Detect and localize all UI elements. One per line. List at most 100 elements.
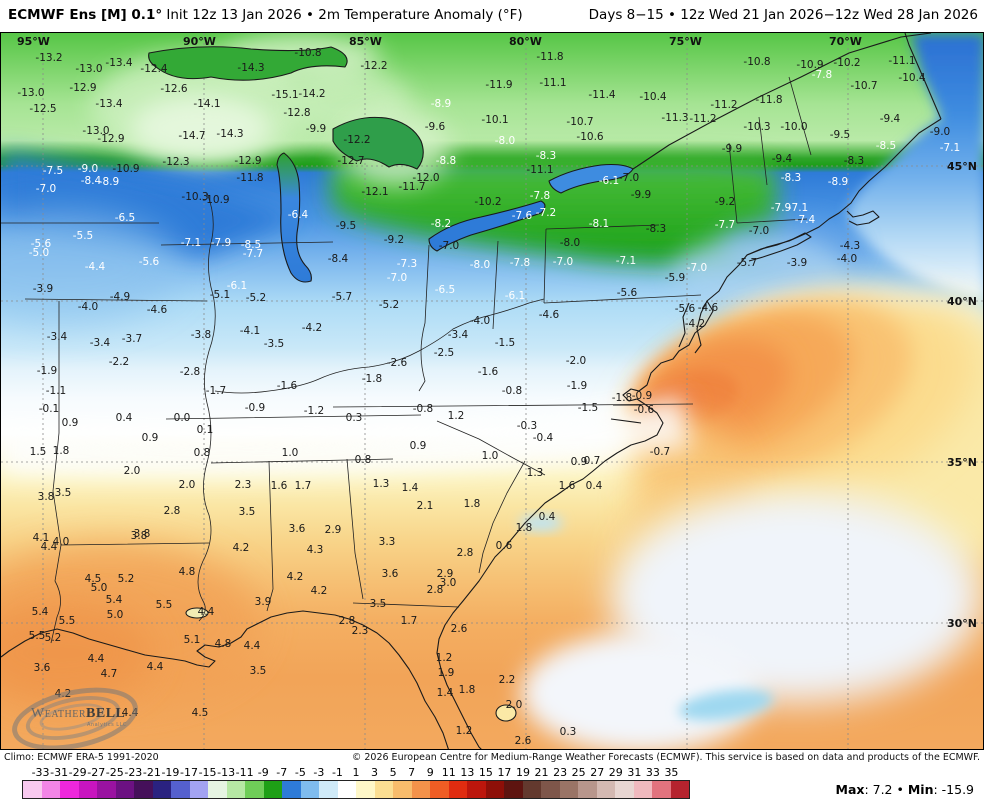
map-value-label: 4.4 xyxy=(146,661,164,673)
colorbar-cell xyxy=(504,781,523,798)
lake-erie xyxy=(428,200,546,252)
model-name: ECMWF Ens [M] 0.1° xyxy=(8,7,163,23)
map-value-label: -4.6 xyxy=(146,304,168,316)
map-value-label: -4.2 xyxy=(684,318,706,330)
map-value-label: 1.8 xyxy=(515,522,533,534)
colorbar-tick-label: 35 xyxy=(664,766,679,779)
map-value-label: 2.0 xyxy=(505,699,523,711)
map-value-label: 4.1 xyxy=(32,532,50,544)
latitude-label: 40°N xyxy=(946,295,977,308)
map-value-label: -7.0 xyxy=(748,225,770,237)
map-value-label: -10.9 xyxy=(796,59,824,71)
map-value-label: -8.9 xyxy=(827,176,849,188)
map-value-label: 2.1 xyxy=(416,500,434,512)
canada-border xyxy=(632,33,942,170)
max-min-readout: Max: 7.2 • Min: -15.9 xyxy=(835,782,975,797)
colorbar-cell xyxy=(41,781,60,798)
map-value-label: -8.8 xyxy=(435,155,457,167)
colorbar-cell xyxy=(393,781,412,798)
map-value-label: -3.5 xyxy=(263,338,285,350)
map-value-label: 2.8 xyxy=(426,584,444,596)
map-value-label: -7.1 xyxy=(180,237,202,249)
map-value-label: -13.0 xyxy=(82,125,110,137)
colorbar-cell xyxy=(134,781,153,798)
lake-pontchartrain xyxy=(185,607,209,619)
map-value-label: -5.1 xyxy=(209,289,231,301)
colorbar-cell xyxy=(467,781,486,798)
colorbar-area: -33 -31 -29 -27 -25 -23 -21 -19 -17 -15 -13 -11 -9 -7… xyxy=(0,766,984,808)
map-value-label: 1.9 xyxy=(437,667,455,679)
map-value-label: 2.0 xyxy=(123,465,141,477)
map-value-label: -0.3 xyxy=(516,420,538,432)
colorbar-cell xyxy=(78,781,97,798)
colorbar-cell xyxy=(374,781,393,798)
map-value-label: -9.9 xyxy=(721,143,743,155)
map-value-label: -0.7 xyxy=(649,446,671,458)
map-value-label: -4.2 xyxy=(301,322,323,334)
latitude-label: 30°N xyxy=(946,617,977,630)
map-value-label: -0.9 xyxy=(631,390,653,402)
map-value-label: 3.5 xyxy=(238,506,256,518)
map-value-label: -3.7 xyxy=(121,333,143,345)
coastlines-and-borders xyxy=(1,33,942,749)
map-graphic xyxy=(1,33,983,749)
map-value-label: -4.0 xyxy=(836,253,858,265)
map-value-label: -12.9 xyxy=(234,155,262,167)
map-value-label: -5.6 xyxy=(616,287,638,299)
map-value-label: -3.9 xyxy=(786,257,808,269)
colorbar-cell xyxy=(189,781,208,798)
map-value-label: -7.8 xyxy=(529,190,551,202)
map-value-label: 1.2 xyxy=(435,652,453,664)
lake-superior xyxy=(148,46,348,81)
map-value-label: -14.7 xyxy=(178,130,206,142)
map-value-label: -0.8 xyxy=(501,385,523,397)
map-value-label: 1.4 xyxy=(436,687,454,699)
map-value-label: 3.6 xyxy=(33,662,51,674)
map-value-label: -1.7 xyxy=(205,385,227,397)
map-value-label: -6.5 xyxy=(434,284,456,296)
map-value-label: -7.0 xyxy=(35,183,57,195)
map-value-label: 2.6 xyxy=(450,623,468,635)
colorbar-cell xyxy=(337,781,356,798)
colorbar-cell xyxy=(652,781,671,798)
map-value-label: 1.3 xyxy=(526,467,544,479)
colorbar-cell xyxy=(411,781,430,798)
map-value-label: -8.3 xyxy=(535,150,557,162)
map-value-label: 5.1 xyxy=(183,634,201,646)
map-value-label: 3.5 xyxy=(54,487,72,499)
colorbar-cell xyxy=(152,781,171,798)
colorbar-tick-label: 17 xyxy=(497,766,512,779)
map-value-label: 3.8 xyxy=(37,491,55,503)
page-title: ECMWF Ens [M] 0.1° Init 12z 13 Jan 2026 … xyxy=(8,7,523,23)
map-value-label: -7.6 xyxy=(511,210,533,222)
colorbar-tick-label: 11 xyxy=(441,766,456,779)
map-value-label: -12.2 xyxy=(343,134,371,146)
map-value-label: 4.4 xyxy=(197,606,215,618)
colorbar-tick-label: 15 xyxy=(478,766,493,779)
map-value-label: 1.2 xyxy=(455,725,473,737)
map-value-label: -0.1 xyxy=(38,403,60,415)
map-value-label: -10.9 xyxy=(112,163,140,175)
colorbar-cell xyxy=(282,781,301,798)
map-value-label: 2.8 xyxy=(163,505,181,517)
map-value-label: -5.6 xyxy=(30,238,52,250)
map-value-label: -7.9 xyxy=(210,237,232,249)
map-value-label: -5.5 xyxy=(72,230,94,242)
colorbar-tick-label: -25 xyxy=(105,766,124,779)
colorbar-tick-label: -23 xyxy=(124,766,143,779)
map-value-label: -12.2 xyxy=(360,60,388,72)
map-value-label: -13.4 xyxy=(95,98,123,110)
chesapeake-bay xyxy=(678,300,708,354)
colorbar-tick-label: -31 xyxy=(50,766,69,779)
map-value-label: -8.3 xyxy=(843,155,865,167)
colorbar-cell xyxy=(541,781,560,798)
map-value-label: 2.6 xyxy=(514,735,532,747)
long-island xyxy=(746,232,812,262)
map-value-label: 3.0 xyxy=(439,577,457,589)
map-value-label: -1.6 xyxy=(276,380,298,392)
map-value-label: -12.7 xyxy=(337,155,365,167)
colorbar-cell xyxy=(559,781,578,798)
colorbar-tick-label: 21 xyxy=(534,766,549,779)
map-value-label: -12.1 xyxy=(361,186,389,198)
map-value-label: -15.1 xyxy=(271,89,299,101)
